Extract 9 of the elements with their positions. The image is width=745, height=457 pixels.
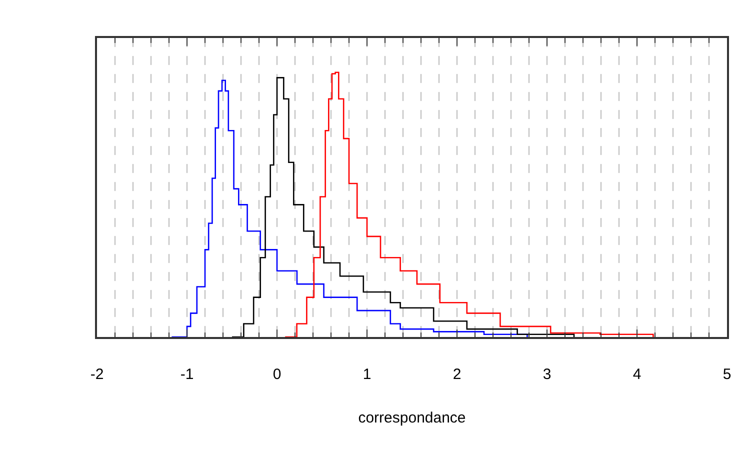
x-tick-label: 2 <box>452 366 462 383</box>
x-tick-label: 3 <box>542 366 552 383</box>
x-tick-label: 4 <box>632 366 642 383</box>
x-axis-title: correspondance <box>358 409 466 426</box>
x-tick-label: 0 <box>272 366 282 383</box>
x-tick-label: 5 <box>722 366 732 383</box>
x-tick-label: -1 <box>180 366 194 383</box>
x-tick-label: -2 <box>90 366 104 383</box>
x-tick-label: 1 <box>362 366 372 383</box>
